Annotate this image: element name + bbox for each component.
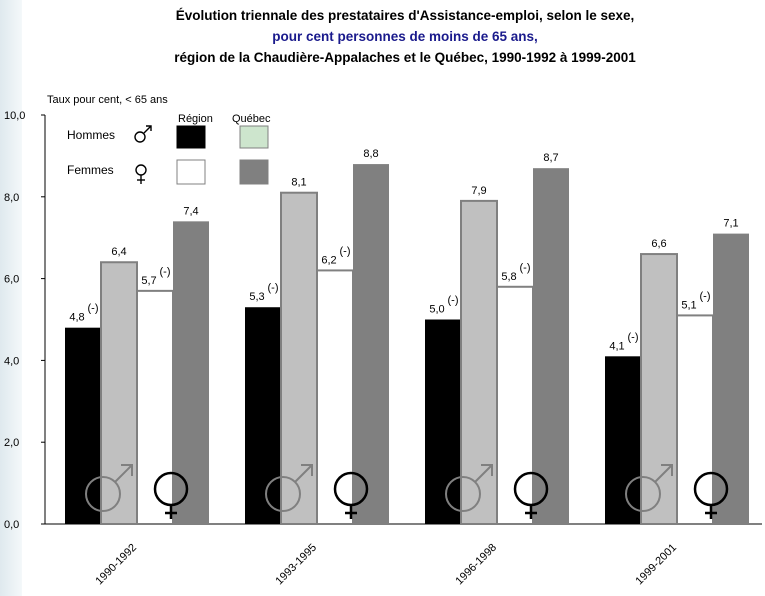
- bar-flag-label: (-): [520, 262, 531, 274]
- bar-value-label: 6,2: [321, 254, 336, 266]
- bar-value-label: 5,7: [141, 275, 156, 287]
- legend-swatch-hommes-quebec: [239, 125, 269, 149]
- bar-value-label: 5,8: [501, 271, 516, 283]
- bar-hommes_region: [425, 319, 461, 524]
- legend-col-region: Région: [178, 113, 213, 125]
- bar-femmes_quebec: [533, 168, 569, 525]
- male-symbol-arrow: [474, 465, 492, 483]
- bar-hommes_region: [65, 327, 101, 524]
- bar-hommes_quebec: [640, 253, 678, 525]
- legend-male-arrowhead: [146, 125, 152, 131]
- bar-femmes_quebec: [173, 221, 209, 524]
- bar-value-label: 8,7: [543, 152, 558, 164]
- chart-title-line-2: pour cent personnes de moins de 65 ans,: [272, 29, 538, 44]
- bar-value-label: 8,1: [291, 177, 306, 189]
- legend-swatch-femmes-region: [176, 159, 206, 185]
- bar-hommes_region: [605, 356, 641, 524]
- bars: [65, 164, 749, 526]
- bar-value-label: 7,4: [183, 205, 198, 217]
- bar-value-label: 8,8: [363, 148, 378, 160]
- x-tick-label: 1990-1992: [93, 542, 139, 588]
- x-tick-label: 1999-2001: [633, 542, 679, 588]
- legend-male-arrow: [143, 125, 152, 134]
- bar-flag-label: (-): [628, 331, 639, 343]
- y-tick-label: 4,0: [4, 355, 19, 367]
- bar-flag-label: (-): [160, 266, 171, 278]
- bar-flag-label: (-): [700, 290, 711, 302]
- male-symbol-icon: [445, 476, 481, 512]
- y-tick-label: 2,0: [4, 437, 19, 449]
- bar-value-label: 4,1: [609, 340, 624, 352]
- bar-flag-label: (-): [448, 295, 459, 307]
- x-tick-label: 1993-1995: [273, 542, 319, 588]
- legend-row-hommes: Hommes: [67, 128, 115, 142]
- male-symbol-arrowhead: [661, 464, 673, 476]
- legend-female-icon: [135, 164, 147, 176]
- bar-value-label: 6,4: [111, 246, 126, 258]
- bar-hommes_quebec: [100, 261, 138, 525]
- data-labels: 4,8 (-) 6,4 5,7 (-) 7,4 5,3 (-) 8,1 6,2 (-) 8,8 5,0 (…: [69, 148, 738, 352]
- legend-col-quebec: Québec: [232, 113, 271, 125]
- bar-flag-label: (-): [268, 282, 279, 294]
- chart-title-line-3: région de la Chaudière-Appalaches et le …: [174, 50, 636, 65]
- bar-value-label: 7,9: [471, 185, 486, 197]
- legend-row-femmes: Femmes: [67, 163, 114, 177]
- legend: Région Québec Hommes Femmes: [67, 113, 271, 185]
- y-tick-label: 6,0: [4, 274, 19, 286]
- bar-femmes_region: [136, 289, 174, 525]
- male-symbol-arrowhead: [301, 464, 313, 476]
- male-symbol-arrow: [114, 465, 132, 483]
- y-tick-label: 0,0: [4, 519, 19, 531]
- bar-femmes_quebec: [353, 164, 389, 524]
- bar-flag-label: (-): [340, 245, 351, 257]
- left-background-strip: [0, 0, 22, 596]
- bar-value-label: 5,3: [249, 291, 264, 303]
- legend-swatch-hommes-region: [176, 125, 206, 149]
- bar-flag-label: (-): [88, 303, 99, 315]
- male-symbol-arrow: [294, 465, 312, 483]
- y-tick-label: 8,0: [4, 192, 19, 204]
- y-axis-label: Taux pour cent, < 65 ans: [47, 94, 168, 106]
- legend-swatch-femmes-quebec: [239, 159, 269, 185]
- bar-femmes_region: [316, 269, 354, 526]
- male-symbol-arrowhead: [121, 464, 133, 476]
- gender-symbols: [85, 464, 729, 519]
- bar-hommes_region: [245, 307, 281, 524]
- male-symbol-arrowhead: [481, 464, 493, 476]
- bar-value-label: 4,8: [69, 312, 84, 324]
- male-symbol-arrow: [654, 465, 672, 483]
- bar-value-label: 5,1: [681, 299, 696, 311]
- bar-femmes_quebec: [713, 233, 749, 525]
- male-symbol-icon: [625, 476, 661, 512]
- bar-value-label: 5,0: [429, 304, 444, 316]
- bar-value-label: 7,1: [723, 218, 738, 230]
- x-tick-label: 1996-1998: [453, 542, 499, 588]
- male-symbol-icon: [85, 476, 121, 512]
- y-tick-label: 10,0: [4, 110, 25, 122]
- legend-male-icon: [134, 131, 146, 143]
- chart-title-line-1: Évolution triennale des prestataires d'A…: [175, 8, 635, 23]
- bar-value-label: 6,6: [651, 238, 666, 250]
- male-symbol-icon: [265, 476, 301, 512]
